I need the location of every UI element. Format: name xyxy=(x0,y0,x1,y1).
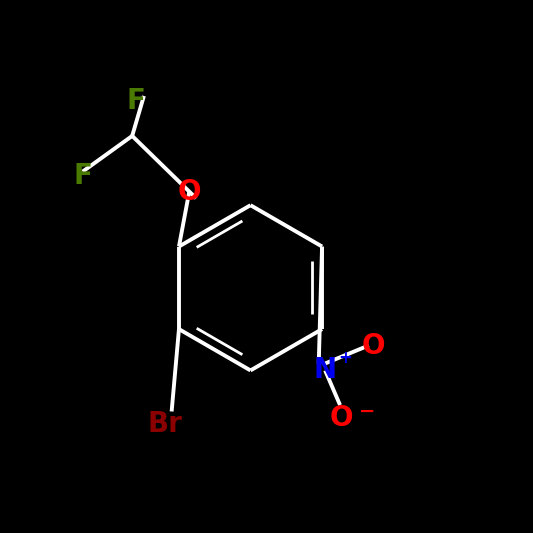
Text: −: − xyxy=(359,402,375,421)
Text: O: O xyxy=(361,333,385,360)
Text: F: F xyxy=(126,87,146,115)
Text: O: O xyxy=(177,178,201,206)
Text: +: + xyxy=(338,349,352,367)
Text: N: N xyxy=(313,357,337,384)
Text: Br: Br xyxy=(148,410,183,438)
Text: O: O xyxy=(329,405,353,432)
Text: F: F xyxy=(73,162,92,190)
